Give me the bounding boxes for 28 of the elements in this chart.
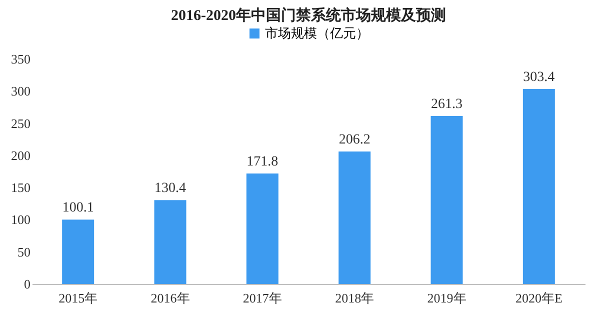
bar — [522, 88, 555, 284]
x-tick-label: 2018年 — [335, 290, 374, 306]
y-tick-label: 50 — [18, 244, 30, 260]
x-tick-label: 2016年 — [150, 290, 190, 306]
chart-title: 2016-2020年中国门禁系统市场规模及预测 — [171, 6, 446, 24]
x-tick-label: 2020年E — [515, 290, 562, 306]
bar — [62, 220, 94, 284]
x-tick-label: 2017年 — [242, 290, 282, 306]
x-tick-label: 2019年 — [427, 290, 466, 306]
bar — [246, 174, 278, 284]
y-tick-label: 100 — [11, 212, 30, 228]
bar — [338, 151, 371, 284]
y-tick-label: 250 — [11, 116, 30, 131]
y-tick-label: 150 — [11, 180, 30, 196]
bar — [430, 116, 463, 284]
y-tick-label: 200 — [11, 148, 30, 163]
bar — [154, 200, 186, 284]
data-label: 100.1 — [62, 200, 94, 216]
data-label: 171.8 — [246, 154, 278, 170]
data-label: 130.4 — [154, 181, 186, 196]
x-tick-label: 2015年 — [58, 290, 98, 306]
legend-label: 市场规模（亿元） — [265, 26, 369, 40]
data-label: 261.3 — [431, 97, 462, 112]
y-tick-label: 300 — [11, 84, 30, 99]
data-label: 303.4 — [523, 70, 555, 85]
data-label: 206.2 — [338, 132, 370, 148]
y-tick-label: 0 — [24, 276, 30, 292]
y-tick-label: 350 — [11, 52, 30, 66]
